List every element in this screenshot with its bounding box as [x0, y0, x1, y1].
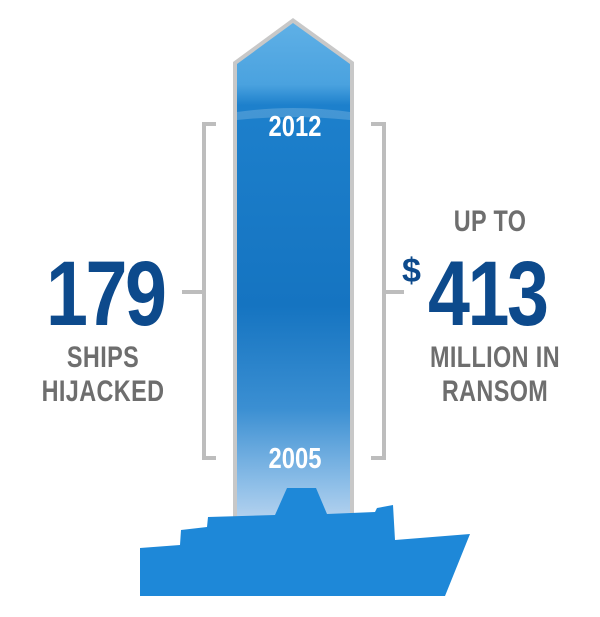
currency-symbol: $ — [402, 252, 421, 290]
ships-hijacked-caption: SHIPS HIJACKED — [37, 341, 170, 409]
ransom-caption: MILLION IN RANSOM — [421, 341, 569, 409]
ships-hijacked-number: 179 — [46, 243, 167, 345]
right-bracket — [371, 122, 404, 460]
start-year-label: 2005 — [268, 443, 322, 475]
ransom-caption-line1: MILLION IN — [430, 341, 560, 374]
end-year-label: 2012 — [268, 111, 322, 143]
water-line — [237, 108, 350, 120]
ransom-prefix: UP TO — [453, 205, 527, 238]
ransom-number: 413 — [428, 243, 549, 345]
ransom-caption-line2: RANSOM — [441, 375, 549, 408]
ships-caption-line2: HIJACKED — [41, 375, 165, 408]
ships-caption-line1: SHIPS — [66, 341, 140, 374]
timeline-column — [237, 23, 350, 537]
ship-icon — [140, 488, 470, 596]
left-bracket — [182, 122, 216, 460]
